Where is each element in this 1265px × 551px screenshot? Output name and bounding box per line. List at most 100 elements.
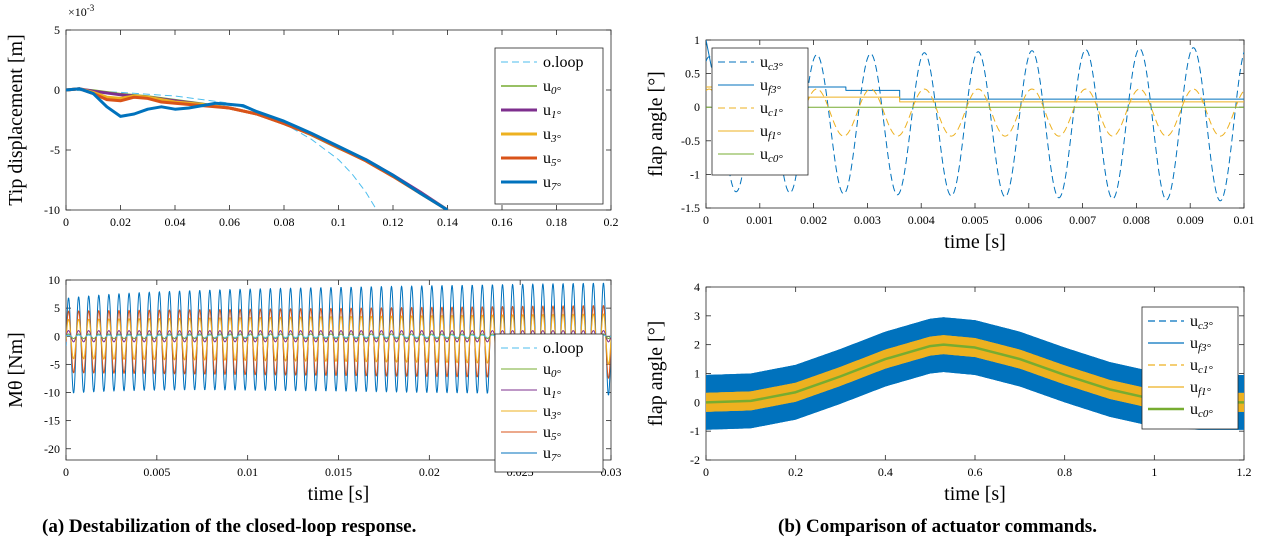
x-tick-label: 0.003: [854, 213, 881, 227]
y-tick-label: 0: [694, 100, 700, 114]
legend-box: [494, 47, 604, 205]
legend-label-subscript: c0°: [768, 153, 783, 165]
y-tick-label: 5: [54, 301, 60, 315]
y-tick-label: 0: [694, 395, 700, 409]
x-axis-label: time [s]: [308, 483, 370, 505]
y-tick-label: -5: [50, 357, 60, 371]
x-tick-label: 0.001: [746, 213, 773, 227]
legend-label-subscript: 0°: [551, 85, 562, 97]
y-tick-label: 10: [48, 273, 60, 287]
y-tick-label: -15: [44, 414, 60, 428]
series-band: [706, 317, 1244, 430]
caption-b: (b) Comparison of actuator commands.: [778, 516, 1097, 537]
y-tick-label: 0: [54, 83, 60, 97]
x-tick-label: 0.02: [419, 465, 440, 479]
y-tick-label: 5: [54, 23, 60, 37]
y-axis-label: flap angle [°]: [645, 321, 667, 427]
x-axis-label: time [s]: [944, 231, 1006, 253]
y-tick-label: 0.5: [685, 67, 700, 81]
x-tick-label: 0.02: [110, 215, 131, 229]
x-tick-label: 0.08: [274, 215, 295, 229]
legend-label-subscript: f1°: [768, 130, 782, 142]
legend-label-subscript: f3°: [1198, 342, 1212, 354]
y-tick-label: -1: [690, 424, 700, 438]
legend-label: o.loop: [543, 340, 583, 357]
x-tick-label: 0.002: [800, 213, 827, 227]
legend-label-subscript: 3°: [550, 410, 562, 422]
x-tick-label: 0.4: [878, 465, 893, 479]
legend-label-subscript: c0°: [1198, 408, 1213, 420]
x-tick-label: 0.005: [143, 465, 170, 479]
legend-label-subscript: 5°: [551, 157, 562, 169]
y-axis-label: flap angle [°]: [645, 71, 667, 177]
chart-b-bottom: 0 0.2 0.4 0.6 0.8 1 1.2 4 3 2 1 0 -1 -2 time [s] flap a…: [645, 280, 1252, 505]
y-tick-label: -10: [44, 386, 60, 400]
series-band: [706, 335, 1244, 412]
y-tick-label: 0: [54, 329, 60, 343]
x-tick-label: 0.2: [604, 215, 619, 229]
legend-label-subscript: c3°: [768, 61, 783, 73]
x-tick-label: 0.12: [383, 215, 404, 229]
legend-label-subscript: 1°: [551, 389, 562, 401]
legend-label-subscript: 7°: [551, 452, 562, 464]
legend: uc3°uf3°uc1°uf1°uc0°: [711, 47, 809, 176]
x-tick-label: 0.1: [331, 215, 346, 229]
x-tick-label: 0.01: [1234, 213, 1255, 227]
y-tick-label: 1: [694, 33, 700, 47]
plot-area: [706, 317, 1244, 430]
legend-label-subscript: 7°: [551, 181, 562, 193]
series-line: [66, 87, 449, 210]
plot-area: [66, 87, 449, 210]
x-tick-label: 0: [703, 213, 709, 227]
chart-a-top: 0 0.02 0.04 0.06 0.08 0.1 0.12 0.14 0.16 0.18 0.2 5…: [5, 3, 619, 229]
legend-label-subscript: c1°: [768, 107, 783, 119]
x-tick-label: 0.01: [237, 465, 258, 479]
legend-label-subscript: 3°: [550, 133, 562, 145]
y-axis-label: Mθ [Nm]: [5, 332, 27, 408]
y-tick-label: 1: [694, 367, 700, 381]
legend-label-subscript: c3°: [1198, 320, 1213, 332]
chart-a-bottom: 00.0050.010.0150.020.0250.031050-5-10-15…: [5, 273, 622, 505]
y-tick-label: 2: [694, 338, 700, 352]
legend-label-subscript: 5°: [551, 431, 562, 443]
y-tick-label: -20: [44, 442, 60, 456]
series-line: [706, 47, 1244, 202]
y-tick-label: -5: [50, 143, 60, 157]
x-tick-label: 0.005: [962, 213, 989, 227]
series-line: [66, 87, 449, 210]
y-tick-label: 3: [694, 309, 700, 323]
x-tick-label: 0.006: [1015, 213, 1042, 227]
x-tick-label: 0: [703, 465, 709, 479]
legend: uc3°uf3°uc1°uf1°uc0°: [1141, 306, 1239, 430]
exponent-power: -3: [87, 3, 95, 13]
x-tick-label: 0.015: [325, 465, 352, 479]
x-tick-label: 1.2: [1237, 465, 1252, 479]
x-tick-label: 0.6: [968, 465, 983, 479]
x-tick-label: 0.14: [437, 215, 458, 229]
x-tick-label: 0.009: [1177, 213, 1204, 227]
x-tick-label: 0.8: [1057, 465, 1072, 479]
legend-label-subscript: f3°: [768, 84, 782, 96]
chart-b-top: 0 0.001 0.002 0.003 0.004 0.005 0.006 0.007 0.00…: [645, 33, 1255, 253]
y-axis-label: Tip displacement [m]: [5, 34, 27, 205]
x-tick-label: 0.03: [601, 465, 622, 479]
series-line: [66, 334, 611, 338]
x-tick-label: 0: [63, 465, 69, 479]
series-line: [66, 88, 448, 210]
legend-label-subscript: c1°: [1198, 364, 1213, 376]
legend-label-subscript: 1°: [551, 109, 562, 121]
x-tick-label: 0.18: [546, 215, 567, 229]
y-tick-label: -1.5: [681, 201, 700, 215]
x-axis-label: time [s]: [944, 483, 1006, 505]
y-tick-label: -1: [690, 167, 700, 181]
x-tick-label: 0: [63, 215, 69, 229]
x-tick-label: 0.007: [1069, 213, 1096, 227]
y-tick-label: -0.5: [681, 134, 700, 148]
legend-label-subscript: f1°: [1198, 386, 1212, 398]
legend-label-subscript: 0°: [551, 368, 562, 380]
caption-a: (a) Destabilization of the closed-loop r…: [42, 516, 417, 537]
y-tick-label: 4: [694, 280, 700, 294]
